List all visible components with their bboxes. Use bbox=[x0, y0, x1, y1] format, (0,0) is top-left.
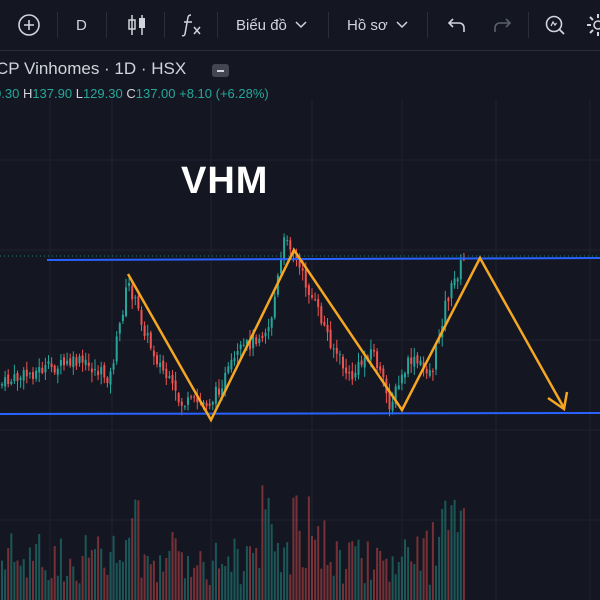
ticker-annotation: VHM bbox=[181, 160, 269, 202]
snapshot-button[interactable] bbox=[543, 0, 567, 50]
change-value: +8.10 (+6.28%) bbox=[179, 86, 269, 101]
redo-icon bbox=[494, 18, 512, 32]
collapse-legend-button[interactable] bbox=[212, 64, 229, 77]
add-symbol-button[interactable] bbox=[17, 0, 41, 50]
high-label: H bbox=[22, 86, 33, 101]
minus-icon bbox=[217, 70, 224, 72]
open-value: 0.30 bbox=[0, 86, 20, 101]
undo-icon bbox=[447, 18, 465, 32]
chart-menu-label: Biểu đồ bbox=[236, 16, 287, 34]
redo-button[interactable] bbox=[492, 0, 512, 50]
low-value: 129.30 bbox=[82, 86, 123, 101]
undo-button[interactable] bbox=[447, 0, 467, 50]
close-label: C bbox=[126, 86, 136, 101]
low-label: L bbox=[75, 86, 83, 101]
indicators-button[interactable] bbox=[180, 0, 204, 50]
chart-menu-button[interactable]: Biểu đồ bbox=[236, 0, 307, 50]
chart-grid bbox=[0, 100, 600, 600]
settings-button[interactable] bbox=[585, 0, 600, 50]
resistance-line bbox=[46, 257, 600, 261]
interval-label: D bbox=[76, 16, 87, 34]
chevron-down-icon bbox=[396, 21, 408, 29]
pattern-arrowhead bbox=[547, 391, 569, 412]
support-line bbox=[0, 412, 600, 415]
interval-button[interactable]: D bbox=[76, 0, 87, 50]
high-value: 137.90 bbox=[32, 86, 73, 101]
close-value: 137.00 bbox=[135, 86, 176, 101]
chevron-down-icon bbox=[295, 21, 307, 29]
candlestick-icon bbox=[128, 15, 145, 35]
ohlc-values: 0.30 H137.90 L129.30 C137.00 +8.10 (+6.2… bbox=[0, 86, 269, 101]
fx-icon bbox=[181, 14, 201, 37]
volume-bars bbox=[1, 485, 465, 600]
symbol-title[interactable]: CP Vinhomes · 1D · HSX bbox=[0, 59, 187, 78]
profile-menu-label: Hồ sơ bbox=[347, 16, 388, 34]
zigzag-pattern-line bbox=[126, 247, 566, 423]
camera-icon bbox=[545, 15, 565, 35]
plus-circle-icon bbox=[18, 14, 40, 36]
top-toolbar: D Biểu đồ Hồ sơ bbox=[0, 0, 600, 51]
profile-menu-button[interactable]: Hồ sơ bbox=[347, 0, 408, 50]
gear-icon bbox=[587, 14, 600, 36]
chart-type-button[interactable] bbox=[126, 0, 148, 50]
